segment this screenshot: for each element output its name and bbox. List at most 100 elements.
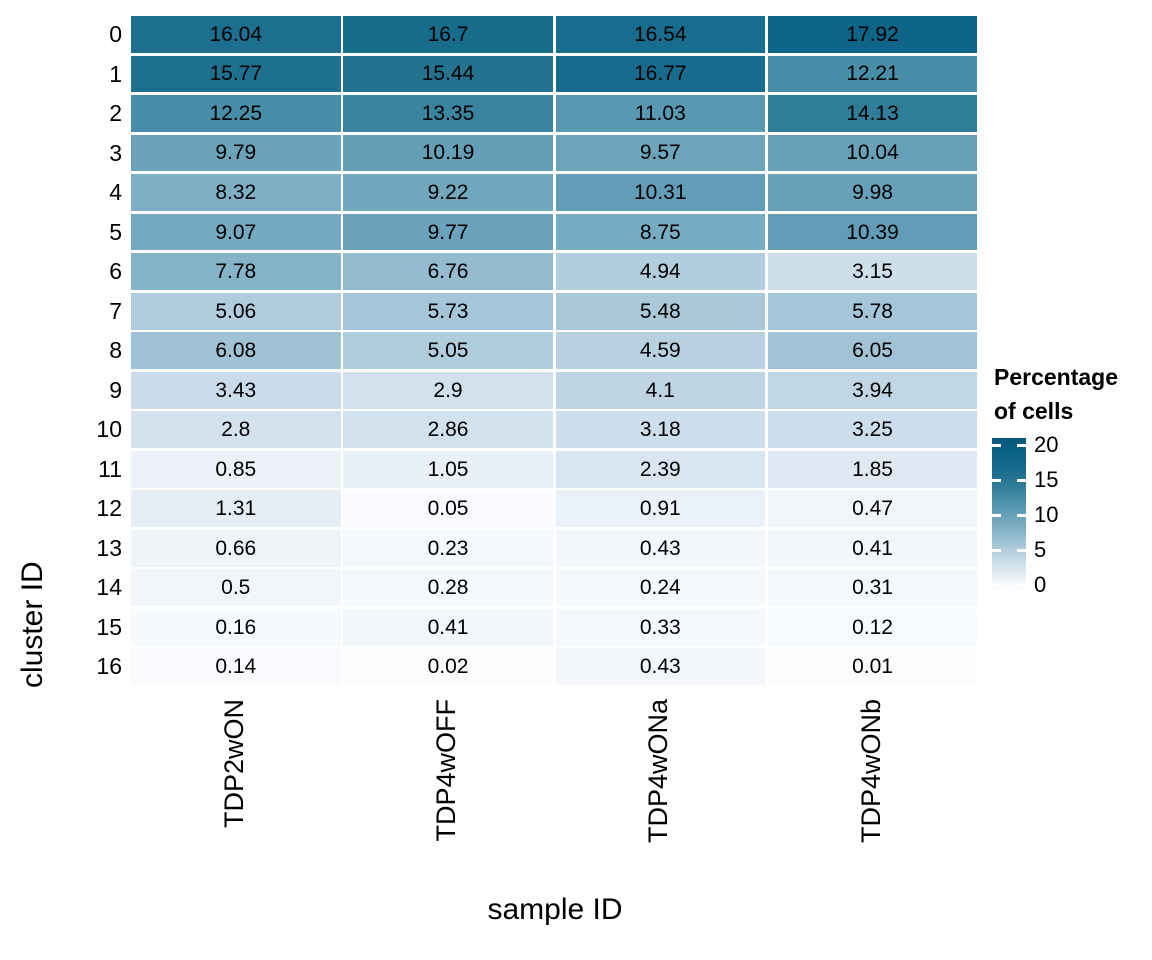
legend-tick-mark xyxy=(992,513,1001,517)
legend-tick-mark xyxy=(1017,478,1026,482)
heatmap-cell: 16.54 xyxy=(555,16,765,53)
cell-value: 2.9 xyxy=(433,378,463,402)
heatmap-cell: 9.22 xyxy=(343,174,553,211)
heatmap-cell: 0.28 xyxy=(343,569,553,607)
y-tick-label: 13 xyxy=(96,534,122,561)
cell-value: 11.03 xyxy=(634,101,686,125)
cell-value: 13.35 xyxy=(421,101,475,125)
x-tick-label: TDP4wOFF xyxy=(431,699,461,842)
cell-value: 4.59 xyxy=(639,339,681,363)
cell-value: 3.25 xyxy=(852,418,893,442)
legend: Percentage of cells 20 15 10 5 0 xyxy=(986,360,1152,620)
heatmap-cell: 4.94 xyxy=(555,253,765,290)
cell-value: 15.44 xyxy=(421,62,475,86)
legend-tick-mark xyxy=(1017,513,1026,517)
cell-value: 0.66 xyxy=(215,536,257,560)
cell-value: 3.43 xyxy=(215,378,257,402)
heatmap-cell: 0.05 xyxy=(343,490,553,528)
cell-value: 0.43 xyxy=(639,655,681,679)
y-tick-label: 4 xyxy=(109,179,122,206)
heatmap-cell: 9.07 xyxy=(131,213,341,251)
cell-value: 9.57 xyxy=(639,141,681,165)
heatmap-cell: 13.35 xyxy=(343,95,553,132)
heatmap-cell: 1.05 xyxy=(343,450,553,488)
heatmap-cell: 0.85 xyxy=(131,450,341,488)
cell-value: 4.94 xyxy=(639,260,681,284)
heatmap-cell: 5.73 xyxy=(343,292,553,330)
y-tick-label: 6 xyxy=(109,258,122,285)
cell-value: 3.15 xyxy=(852,260,893,284)
heatmap: 16.04 16.7 16.54 17.92 15.77 15.44 16.77 12.21 1… xyxy=(131,16,979,688)
y-tick-label: 10 xyxy=(96,416,122,443)
cell-value: 0.12 xyxy=(852,615,893,639)
cell-value: 9.07 xyxy=(215,220,257,244)
cell-value: 6.05 xyxy=(852,339,893,363)
cell-value: 8.32 xyxy=(215,181,257,204)
cell-value: 5.05 xyxy=(427,339,469,363)
cell-value: 0.31 xyxy=(852,576,893,600)
cell-value: 10.19 xyxy=(421,141,475,165)
cell-value: 0.28 xyxy=(427,576,469,600)
heatmap-cell: 2.39 xyxy=(555,450,765,488)
cell-value: 6.08 xyxy=(215,339,257,363)
legend-tick-mark xyxy=(992,443,1001,447)
x-tick-label: TDP4wONa xyxy=(643,699,674,844)
legend-tick-label: 5 xyxy=(1034,537,1047,563)
cell-value: 0.33 xyxy=(639,615,681,639)
cell-value: 0.91 xyxy=(639,497,681,521)
y-tick-label: 14 xyxy=(96,574,122,601)
heatmap-cell: 10.04 xyxy=(767,134,978,172)
cell-value: 0.5 xyxy=(221,576,251,600)
cell-value: 16.04 xyxy=(209,22,263,46)
legend-tick-label: 0 xyxy=(1034,572,1047,598)
legend-title-line1: Percentage xyxy=(994,364,1119,390)
legend-tick-mark xyxy=(992,548,1001,552)
cell-value: 17.92 xyxy=(846,22,899,46)
y-tick-label: 3 xyxy=(109,139,122,166)
heatmap-cell: 6.76 xyxy=(343,253,553,290)
heatmap-cell: 3.43 xyxy=(131,371,341,409)
cell-value: 16.54 xyxy=(633,22,687,46)
heatmap-cell: 9.57 xyxy=(555,134,765,172)
heatmap-cell: 4.59 xyxy=(555,332,765,370)
cell-value: 1.05 xyxy=(427,457,469,481)
cell-value: 0.01 xyxy=(852,655,893,679)
y-tick-label: 16 xyxy=(96,653,122,680)
legend-tick-mark xyxy=(992,478,1001,482)
cell-value: 9.79 xyxy=(215,141,257,165)
cell-value: 3.18 xyxy=(639,418,681,442)
heatmap-cell: 12.25 xyxy=(131,95,341,132)
heatmap-cell: 8.75 xyxy=(555,213,765,251)
cell-value: 9.22 xyxy=(427,181,469,204)
cell-value: 12.21 xyxy=(846,62,899,86)
heatmap-cell: 5.05 xyxy=(343,332,553,370)
cell-value: 9.77 xyxy=(427,220,469,244)
legend-tick-label: 10 xyxy=(1034,502,1059,528)
heatmap-cell: 9.98 xyxy=(767,174,978,211)
cell-value: 1.85 xyxy=(852,457,893,481)
heatmap-cell: 6.08 xyxy=(131,332,341,370)
heatmap-cell: 9.77 xyxy=(343,213,553,251)
cell-value: 0.16 xyxy=(215,615,257,639)
heatmap-cell: 0.5 xyxy=(131,569,341,607)
heatmap-cell: 15.44 xyxy=(343,55,553,93)
cell-value: 5.48 xyxy=(639,299,681,323)
heatmap-cell: 3.18 xyxy=(555,411,765,449)
heatmap-cell: 16.77 xyxy=(555,55,765,93)
x-tick-label: TDP2wON xyxy=(218,699,249,829)
cell-value: 14.13 xyxy=(846,101,899,125)
cell-value: 0.41 xyxy=(852,536,893,560)
heatmap-cell: 0.14 xyxy=(131,648,341,686)
heatmap-cell: 16.7 xyxy=(343,16,553,53)
y-tick-label: 5 xyxy=(109,218,122,245)
heatmap-cell: 12.21 xyxy=(767,55,978,93)
cell-value: 5.73 xyxy=(427,299,469,323)
cell-value: 10.04 xyxy=(846,141,899,165)
heatmap-cell: 6.05 xyxy=(767,332,978,370)
heatmap-cell: 0.91 xyxy=(555,490,765,528)
y-axis-labels: 0 1 2 3 4 5 6 7 8 9 10 11 12 13 14 15 16 xyxy=(0,16,122,688)
heatmap-cell: 0.41 xyxy=(767,529,978,567)
cell-value: 0.23 xyxy=(427,536,469,560)
legend-title-line2: of cells xyxy=(994,398,1074,424)
